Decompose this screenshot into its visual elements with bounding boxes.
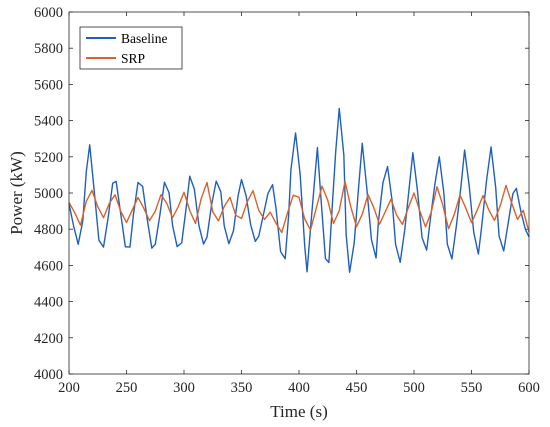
y-tick-label: 4400 <box>34 295 63 311</box>
x-tick-label: 600 <box>518 380 540 396</box>
y-axis-label: Power (kW) <box>7 151 26 235</box>
x-axis-label: Time (s) <box>270 402 327 421</box>
legend-label-baseline: Baseline <box>121 31 168 46</box>
y-tick-label: 5400 <box>34 114 63 130</box>
x-tick-labels: 200 250 300 350 400 450 500 550 600 <box>58 380 540 396</box>
legend-box <box>79 26 183 70</box>
y-tick-label: 4800 <box>34 222 63 238</box>
x-tick-label: 200 <box>58 380 80 396</box>
series-baseline <box>68 107 530 273</box>
x-tick-label: 500 <box>403 380 425 396</box>
y-tick-label: 4200 <box>34 331 63 347</box>
y-tick-label: 5000 <box>34 186 63 202</box>
x-tick-marks <box>68 12 530 374</box>
x-tick-label: 550 <box>461 380 483 396</box>
x-tick-label: 350 <box>231 380 253 396</box>
series-line-srp <box>68 180 530 234</box>
y-tick-labels: 4000 4200 4400 4600 4800 5000 5200 5400 5600 5800… <box>34 5 63 383</box>
plot-area <box>69 12 529 374</box>
y-tick-label: 4000 <box>34 367 63 383</box>
y-tick-label: 6000 <box>34 5 63 21</box>
series-layer <box>68 107 530 273</box>
x-tick-label: 400 <box>288 380 310 396</box>
x-tick-label: 250 <box>116 380 138 396</box>
y-tick-label: 4600 <box>34 258 63 274</box>
legend-label-srp: SRP <box>121 51 145 66</box>
legend: Baseline SRP <box>79 26 183 70</box>
y-tick-label: 5600 <box>34 77 63 93</box>
x-tick-label: 450 <box>346 380 368 396</box>
plot-frame <box>68 11 530 375</box>
y-tick-label: 5200 <box>34 150 63 166</box>
series-line-baseline <box>68 107 530 273</box>
y-tick-label: 5800 <box>34 41 63 57</box>
x-tick-label: 300 <box>173 380 195 396</box>
